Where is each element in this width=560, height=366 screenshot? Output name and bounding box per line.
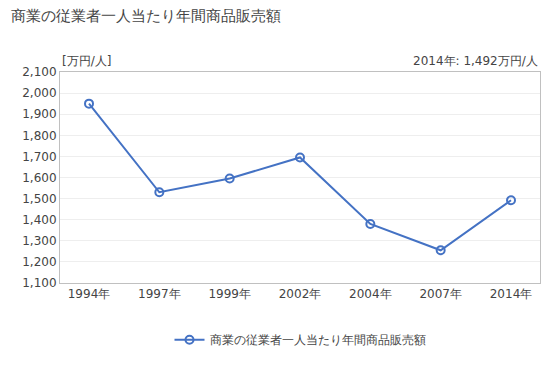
svg-text:1994年: 1994年 bbox=[68, 287, 111, 301]
svg-text:1997年: 1997年 bbox=[138, 287, 181, 301]
svg-text:1,600: 1,600 bbox=[22, 171, 56, 185]
svg-text:2014年: 2014年 bbox=[490, 287, 533, 301]
svg-text:1,800: 1,800 bbox=[22, 129, 56, 143]
svg-text:商業の従業者一人当たり年間商品販売額: 商業の従業者一人当たり年間商品販売額 bbox=[210, 333, 426, 347]
svg-text:2004年: 2004年 bbox=[349, 287, 392, 301]
svg-text:2014年: 1,492万円/人: 2014年: 1,492万円/人 bbox=[413, 54, 538, 68]
svg-text:2,100: 2,100 bbox=[22, 65, 56, 79]
svg-text:1,700: 1,700 bbox=[22, 150, 56, 164]
svg-text:2,000: 2,000 bbox=[22, 86, 56, 100]
svg-text:2002年: 2002年 bbox=[279, 287, 322, 301]
svg-text:1999年: 1999年 bbox=[208, 287, 251, 301]
svg-text:1,500: 1,500 bbox=[22, 192, 56, 206]
svg-text:1,400: 1,400 bbox=[22, 213, 56, 227]
svg-text:1,300: 1,300 bbox=[22, 234, 56, 248]
svg-text:商業の従業者一人当たり年間商品販売額: 商業の従業者一人当たり年間商品販売額 bbox=[11, 7, 281, 25]
svg-text:1,900: 1,900 bbox=[22, 107, 56, 121]
svg-text:1,100: 1,100 bbox=[22, 276, 56, 290]
svg-text:[万円/人]: [万円/人] bbox=[62, 54, 111, 68]
svg-text:1,200: 1,200 bbox=[22, 255, 56, 269]
svg-text:2007年: 2007年 bbox=[419, 287, 462, 301]
